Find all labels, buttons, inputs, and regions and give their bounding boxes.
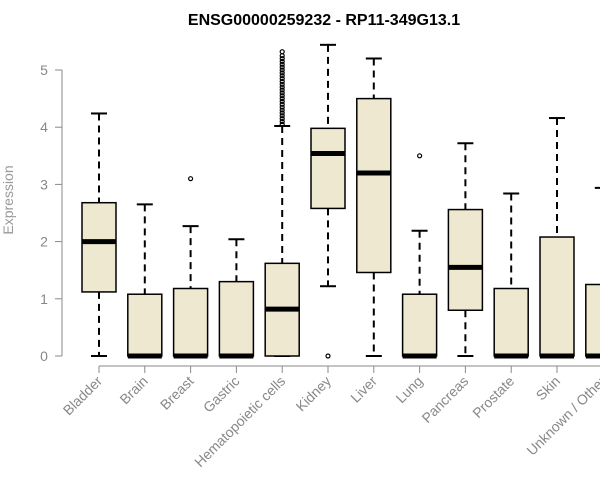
outlier-point — [279, 75, 285, 82]
box-iqr — [585, 283, 600, 357]
outlier-point — [279, 84, 285, 90]
y-tick-label: 0 — [40, 348, 48, 364]
y-tick-label: 2 — [40, 234, 48, 250]
outlier-point — [279, 121, 285, 127]
outlier-point — [325, 353, 331, 359]
outlier-point — [417, 153, 423, 159]
x-tick-label: Liver — [347, 373, 380, 406]
outlier-point — [279, 104, 285, 110]
y-tick-label: 1 — [40, 291, 48, 307]
box-prostate — [493, 192, 529, 359]
box-iqr — [493, 287, 529, 357]
box-iqr — [539, 236, 575, 357]
box-iqr — [81, 201, 117, 293]
box-skin — [539, 117, 575, 359]
box-iqr — [172, 287, 209, 357]
outlier-point — [279, 70, 285, 76]
y-tick-label: 4 — [40, 119, 48, 135]
outlier-point — [279, 67, 285, 73]
box-kidney — [310, 43, 346, 359]
outlier-point — [279, 95, 285, 102]
x-tick-label: Skin — [533, 373, 564, 404]
box-hematopoietic-cells — [264, 49, 300, 357]
x-tick-label: Bladder — [60, 373, 106, 419]
box-iqr — [127, 293, 163, 357]
outlier-point — [279, 98, 285, 105]
box-lung — [401, 153, 438, 359]
x-tick-label: Lung — [392, 373, 425, 406]
box-unknown-other — [585, 186, 600, 359]
x-tick-label: Prostate — [469, 373, 517, 421]
outlier-point — [279, 116, 285, 122]
x-tick-label: Gastric — [200, 373, 243, 416]
x-tick-label: Kidney — [293, 373, 335, 415]
outlier-point — [279, 81, 285, 87]
box-iqr — [401, 293, 438, 357]
x-tick-label: Hematopoietic cells — [191, 373, 288, 470]
y-tick-label: 5 — [40, 62, 48, 78]
outlier-point — [279, 64, 285, 70]
box-bladder — [81, 112, 117, 357]
outlier-point — [279, 61, 285, 67]
x-tick-label: Brain — [116, 373, 150, 407]
outlier-point — [188, 176, 194, 182]
outlier-point — [279, 78, 285, 85]
outlier-point — [279, 118, 285, 125]
outlier-point — [279, 73, 285, 79]
outlier-point — [279, 113, 285, 119]
chart-title: ENSG00000259232 - RP11-349G13.1 — [188, 12, 460, 29]
box-pancreas — [447, 142, 484, 357]
box-breast — [172, 176, 209, 359]
outlier-point — [279, 110, 285, 116]
outlier-point — [279, 58, 285, 65]
box-iqr — [218, 280, 255, 357]
box-iqr — [356, 97, 392, 274]
outlier-point — [279, 53, 285, 59]
y-axis: 0 1 2 3 4 5 — [40, 62, 63, 364]
box-iqr — [310, 127, 346, 210]
outlier-point — [279, 49, 285, 55]
y-axis-label: Expression — [0, 165, 16, 234]
outlier-point — [279, 90, 285, 96]
outlier-point — [279, 93, 285, 99]
x-tick-label: Breast — [157, 373, 197, 413]
y-tick-label: 3 — [40, 176, 48, 192]
box-iqr — [447, 208, 484, 311]
plot-area — [81, 43, 600, 359]
outlier-point — [279, 55, 285, 62]
outlier-point — [279, 107, 285, 113]
outlier-point — [279, 101, 285, 107]
box-brain — [127, 203, 163, 359]
box-liver — [356, 57, 392, 357]
x-tick-label: Pancreas — [418, 373, 471, 426]
box-gastric — [218, 238, 255, 359]
outlier-point — [279, 87, 285, 93]
